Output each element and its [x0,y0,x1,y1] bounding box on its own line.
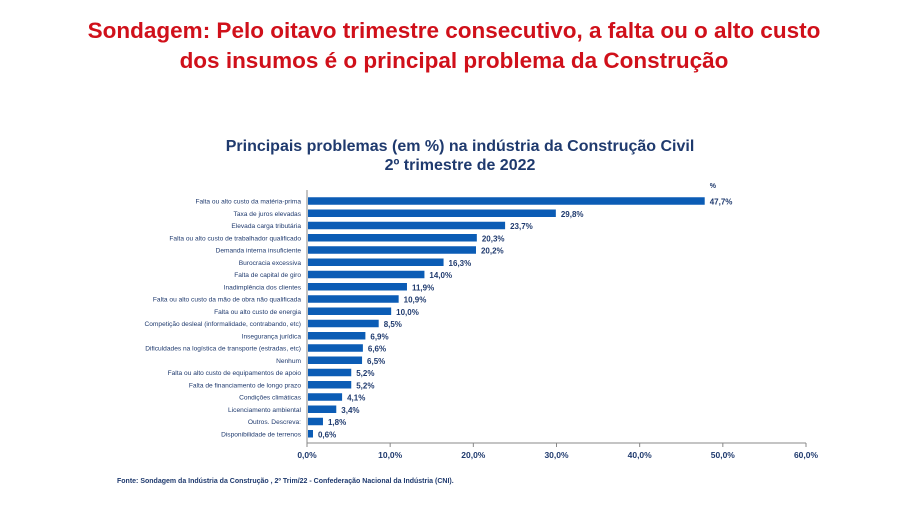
category-label: Falta ou alto custo de trabalhador quali… [169,235,301,242]
x-tick-label: 0,0% [297,450,317,460]
bar [308,258,444,266]
category-label: Falta ou alto custo de equipamentos de a… [168,370,302,377]
bar [308,283,407,291]
headline-line-2: dos insumos é o principal problema da Co… [179,48,729,73]
data-label: 3,4% [341,406,359,415]
data-label: 16,3% [449,259,472,268]
category-label: Falta ou alto custo da mão de obra não q… [153,297,301,304]
category-label: Licenciamento ambiental [228,407,301,414]
category-label: Inadimplência dos clientes [224,284,302,291]
data-label: 1,8% [328,418,346,427]
data-label: 6,5% [367,357,385,366]
data-label: 23,7% [510,222,533,231]
data-label: 10,0% [396,308,419,317]
bar [308,344,363,352]
data-label: 29,8% [561,210,584,219]
category-label: Falta de financiamento de longo prazo [189,382,302,389]
category-label: Dificuldades na logística de transporte … [145,346,301,353]
x-tick-label: 40,0% [628,450,653,460]
unit-label: % [710,183,717,190]
category-label: Elevada carga tributária [231,223,301,230]
data-label: 20,3% [482,234,505,243]
data-label: 0,6% [318,430,336,439]
bar [308,405,337,413]
data-label: 5,2% [356,369,374,378]
bar [308,332,366,340]
category-label: Nenhum [276,358,301,365]
data-label: 14,0% [429,271,452,280]
bar [308,270,425,279]
data-label: 5,2% [356,381,374,390]
x-tick-label: 10,0% [378,450,403,460]
data-label: 8,5% [384,320,402,329]
bar [308,417,323,426]
data-label: 20,2% [481,247,504,256]
chart-subtitle: 2º trimestre de 2022 [384,157,536,174]
x-tick-label: 60,0% [794,450,819,460]
bar [308,234,477,242]
category-label: Condições climáticas [239,395,302,402]
category-label: Outros. Descreva: [248,419,301,426]
data-label: 6,9% [370,332,388,341]
category-label: Demanda interna insuficiente [216,248,302,255]
category-label: Taxa de juros elevadas [234,211,302,218]
category-label: Falta ou alto custo de energia [214,309,301,316]
category-label: Competição desleal (informalidade, contr… [144,321,301,328]
data-label: 10,9% [404,296,427,305]
bar [308,197,705,205]
bar [308,393,343,401]
category-label: Disponibilidade de terrenos [221,431,302,438]
bar [308,356,363,364]
headline-line-1: Sondagem: Pelo oitavo trimestre consecut… [87,18,821,43]
x-tick-label: 20,0% [461,450,486,460]
category-label: Falta ou alto custo da matéria-prima [195,199,301,206]
source-note: Fonte: Sondagem da Indústria da Construç… [117,478,454,485]
data-label: 47,7% [710,198,733,207]
headline: Sondagem: Pelo oitavo trimestre consecut… [0,16,908,76]
bar [308,319,379,328]
bar [308,368,352,377]
category-label: Falta de capital de giro [234,272,301,279]
chart-title-block: Principais problemas (em %) na indústria… [130,137,790,175]
x-tick-label: 50,0% [711,450,736,460]
data-label: 11,9% [412,283,434,292]
bar [308,246,476,254]
bar [308,209,556,217]
bar [308,221,506,230]
x-tick-label: 30,0% [544,450,569,460]
bar [308,295,399,303]
data-label: 6,6% [368,345,386,354]
category-label: Insegurança jurídica [242,333,302,340]
chart-title: Principais problemas (em %) na indústria… [225,138,695,155]
bar [308,381,352,389]
data-label: 4,1% [347,394,365,403]
bar [308,307,392,315]
bar [308,430,313,438]
category-label: Burocracia excessiva [239,260,302,267]
